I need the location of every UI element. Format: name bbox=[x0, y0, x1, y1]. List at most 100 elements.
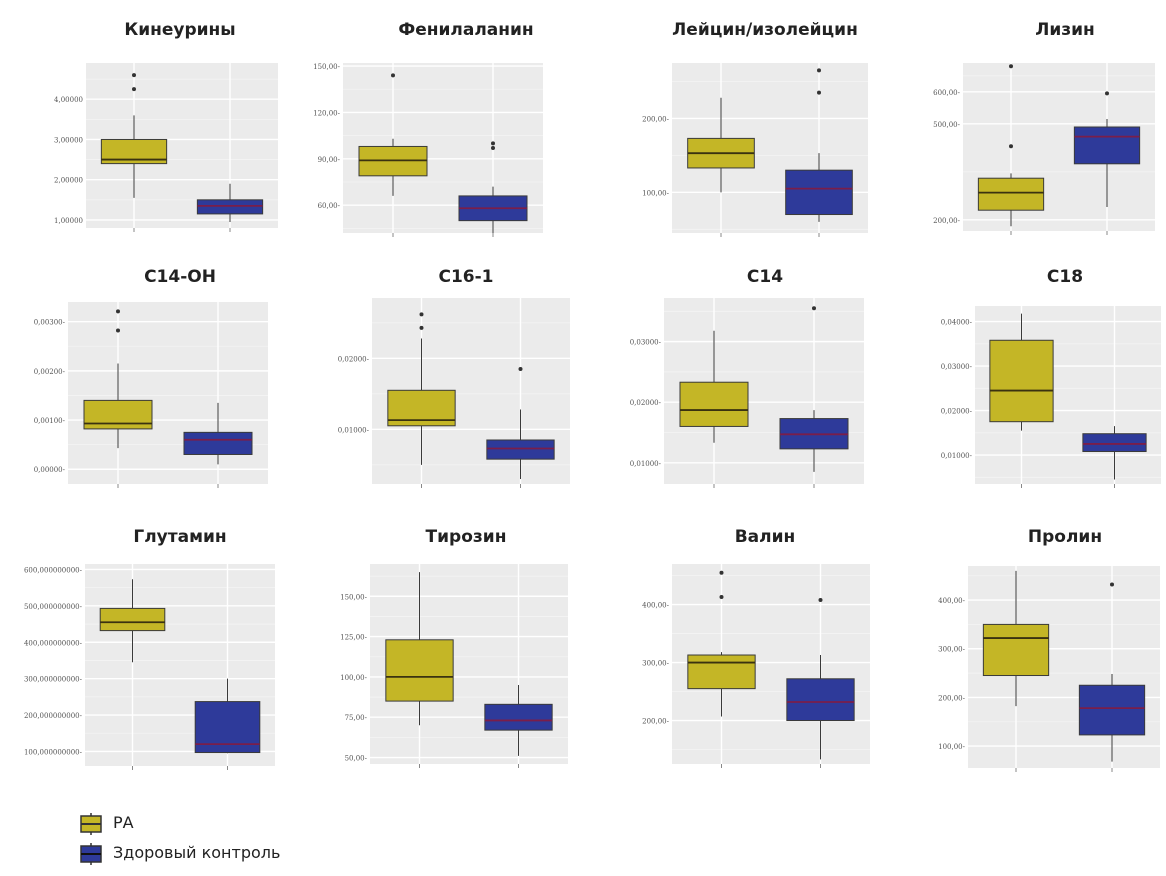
y-tick-label: 0,01000- bbox=[941, 452, 973, 460]
boxplot-svg: 1,00000 2,00000 3,00000 4,00000 bbox=[54, 63, 278, 232]
y-tick-label: 200,00- bbox=[642, 115, 669, 123]
boxplot-panel: 200,00- 500,00- 600,00- bbox=[933, 63, 1155, 235]
y-tick-label: 400,00- bbox=[642, 602, 669, 610]
panel-title: Тирозин bbox=[425, 527, 507, 547]
y-tick-label: 0,00300- bbox=[34, 319, 66, 327]
panel-title: Пролин bbox=[1027, 527, 1103, 547]
outlier-point bbox=[116, 328, 120, 333]
y-tick-label: 300,000000000- bbox=[24, 676, 83, 684]
outlier-point bbox=[391, 73, 395, 78]
y-tick-label: 0,00200- bbox=[34, 368, 66, 376]
outlier-point bbox=[419, 325, 424, 330]
boxplot-panel: 200,00- 300,00- 400,00- bbox=[642, 564, 870, 768]
y-tick-label: 3,00000 bbox=[54, 136, 83, 144]
outlier-point bbox=[817, 68, 821, 73]
box bbox=[982, 623, 1050, 677]
boxplot-panel: 100,00- 200,00- bbox=[642, 63, 868, 237]
y-tick-label: 600,00- bbox=[933, 89, 960, 97]
y-tick-label: 150,00- bbox=[313, 63, 340, 71]
panel-title: С14-ОН bbox=[144, 267, 216, 287]
boxplot-svg: 100,000000000- 200,000000000- 300,00000000… bbox=[24, 564, 275, 770]
y-tick-label: 60,00- bbox=[318, 202, 341, 210]
boxplot-panel: 60,00- 90,00- 120,00- 150,00- bbox=[313, 63, 543, 237]
box bbox=[1073, 126, 1141, 165]
y-tick-label: 100,000000000- bbox=[24, 748, 83, 756]
box bbox=[99, 607, 166, 632]
boxplot-panel: 0,00000- 0,00100- 0,00200- 0,00300- bbox=[34, 302, 268, 488]
y-tick-label: 100,00- bbox=[340, 674, 367, 682]
y-tick-label: 0,03000- bbox=[941, 363, 973, 371]
box bbox=[1078, 684, 1146, 736]
y-tick-label: 90,00- bbox=[318, 156, 341, 164]
outlier-point bbox=[1009, 144, 1013, 149]
y-tick-label: 200,00- bbox=[933, 217, 960, 225]
panel-title: Лейцин/изолейцин bbox=[672, 20, 858, 40]
legend-item-control: Здоровый контроль bbox=[80, 840, 340, 868]
boxplot-svg: 50,00- 75,00- 100,00- 125,00- 150,00- bbox=[340, 564, 568, 768]
boxplot-svg: 200,00- 300,00- 400,00- bbox=[642, 564, 870, 768]
y-tick-label: 75,00- bbox=[345, 714, 368, 722]
y-tick-label: 4,00000 bbox=[54, 96, 83, 104]
boxplot-svg: 0,01000- 0,02000- bbox=[338, 298, 570, 488]
panel-title: Лизин bbox=[1035, 20, 1095, 40]
boxplot-panel: 100,00- 200,00- 300,00- 400,00- bbox=[938, 566, 1160, 772]
y-tick-label: 500,00- bbox=[933, 121, 960, 129]
panel-title: С14 bbox=[746, 267, 784, 287]
y-tick-label: 600,000000000- bbox=[24, 566, 83, 574]
box bbox=[785, 169, 853, 216]
y-tick-label: 150,00- bbox=[340, 593, 367, 601]
y-tick-label: 0,03000- bbox=[630, 339, 662, 347]
legend-swatch-ra bbox=[80, 813, 102, 835]
y-tick-label: 200,00- bbox=[642, 718, 669, 726]
y-tick-label: 125,00- bbox=[340, 634, 367, 642]
y-tick-label: 0,02000- bbox=[630, 399, 662, 407]
panel-title: Фенилаланин bbox=[398, 20, 534, 40]
outlier-point bbox=[419, 312, 424, 317]
legend-label-ra: РА bbox=[113, 813, 134, 832]
y-tick-label: 50,00- bbox=[345, 755, 368, 763]
y-tick-label: 0,00100- bbox=[34, 417, 66, 425]
outlier-point bbox=[812, 306, 816, 311]
y-tick-label: 0,00000- bbox=[34, 466, 66, 474]
boxplot-svg: 200,00- 500,00- 600,00- bbox=[933, 63, 1155, 235]
box bbox=[385, 639, 454, 702]
box bbox=[679, 381, 749, 427]
outlier-point bbox=[1110, 582, 1114, 587]
boxplot-svg: 100,00- 200,00- 300,00- 400,00- bbox=[938, 566, 1160, 772]
boxplot-panel: 1,00000 2,00000 3,00000 4,00000 bbox=[54, 63, 278, 232]
panel-title: Глутамин bbox=[133, 527, 227, 547]
box bbox=[989, 339, 1054, 423]
y-tick-label: 200,000000000- bbox=[24, 712, 83, 720]
y-tick-label: 0,04000- bbox=[941, 319, 973, 327]
y-tick-label: 0,01000- bbox=[338, 426, 370, 434]
y-tick-label: 0,02000- bbox=[941, 408, 973, 416]
outlier-point bbox=[132, 87, 136, 92]
outlier-point bbox=[1009, 64, 1013, 69]
panel-title: Кинеурины bbox=[124, 20, 236, 40]
outlier-point bbox=[1105, 91, 1109, 96]
panel-title: С18 bbox=[1046, 267, 1084, 287]
boxplot-svg: 60,00- 90,00- 120,00- 150,00- bbox=[313, 63, 543, 237]
box bbox=[977, 177, 1045, 211]
y-tick-label: 400,00- bbox=[938, 597, 965, 605]
plot-background bbox=[68, 302, 268, 484]
outlier-point bbox=[491, 141, 495, 146]
boxplot-panel: 50,00- 75,00- 100,00- 125,00- 150,00- bbox=[340, 564, 568, 768]
y-tick-label: 1,00000 bbox=[54, 217, 83, 225]
outlier-point bbox=[817, 90, 821, 95]
y-tick-label: 0,01000- bbox=[630, 460, 662, 468]
box bbox=[196, 199, 264, 215]
legend-swatch-control bbox=[80, 843, 102, 865]
legend-label-control: Здоровый контроль bbox=[113, 843, 281, 862]
outlier-point bbox=[132, 73, 136, 78]
box bbox=[83, 399, 153, 430]
panel-title: С16-1 bbox=[438, 267, 494, 287]
boxplot-panel: 0,01000- 0,02000- 0,03000- 0,04000- bbox=[941, 306, 1161, 488]
y-tick-label: 100,00- bbox=[938, 743, 965, 751]
boxplot-panel: 100,000000000- 200,000000000- 300,00000000… bbox=[24, 564, 275, 770]
y-tick-label: 400,000000000- bbox=[24, 639, 83, 647]
y-tick-label: 0,02000- bbox=[338, 355, 370, 363]
y-tick-label: 200,00- bbox=[938, 694, 965, 702]
y-tick-label: 300,00- bbox=[642, 660, 669, 668]
y-tick-label: 500,000000000- bbox=[24, 603, 83, 611]
